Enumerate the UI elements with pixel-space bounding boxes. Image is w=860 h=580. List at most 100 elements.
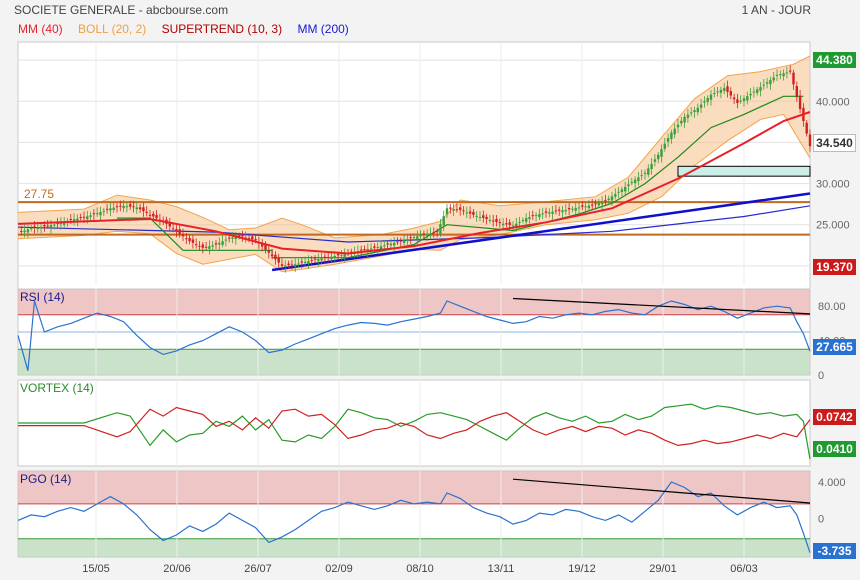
candle-body	[637, 177, 640, 182]
candle-body	[650, 163, 653, 170]
candle-body	[772, 77, 775, 81]
candle-body	[505, 223, 508, 225]
candle-body	[125, 206, 129, 208]
candle-body	[736, 99, 739, 103]
x-tick-label: 08/10	[406, 563, 434, 575]
candle-body	[792, 72, 795, 85]
candle-body	[690, 112, 693, 114]
candle-body	[198, 245, 201, 247]
candle-body	[465, 212, 468, 214]
candle-body	[749, 93, 752, 96]
candle-body	[406, 239, 409, 242]
candle-body	[709, 94, 713, 100]
candle-body	[742, 98, 746, 101]
candle-body	[419, 235, 422, 237]
candle-body	[132, 206, 135, 208]
candle-body	[752, 91, 756, 93]
candle-body	[86, 216, 89, 220]
candle-body	[82, 216, 86, 218]
legend-ma40: MM (40)	[18, 22, 63, 36]
pgo-panel-title: PGO (14)	[20, 472, 72, 486]
candle-body	[610, 196, 614, 201]
candle-body	[597, 202, 600, 206]
candle-body	[666, 138, 670, 142]
candle-body	[109, 208, 112, 211]
candle-body	[145, 211, 148, 214]
x-tick-label: 20/06	[163, 563, 191, 575]
candle-body	[290, 264, 294, 266]
candle-body	[96, 213, 99, 215]
chart-title: SOCIETE GENERALE - abcbourse.com	[14, 3, 229, 17]
candle-body	[119, 205, 122, 207]
candle-body	[762, 84, 765, 86]
candle-body	[683, 116, 686, 123]
candle-body	[327, 257, 330, 259]
candle-body	[765, 82, 769, 84]
candle-body	[488, 220, 492, 222]
candle-body	[49, 225, 53, 228]
candle-body	[389, 243, 393, 246]
candle-body	[538, 214, 541, 218]
candle-body	[33, 226, 36, 228]
candle-body	[541, 213, 544, 215]
candle-body	[138, 207, 142, 210]
candle-body	[673, 128, 676, 135]
candle-body	[36, 227, 39, 230]
candle-body	[105, 208, 109, 210]
candle-body	[746, 96, 749, 101]
candle-body	[386, 243, 389, 245]
x-tick-label: 26/07	[244, 563, 272, 575]
legend-supertrend: SUPERTREND (10, 3)	[161, 22, 283, 36]
candle-body	[548, 212, 551, 214]
candle-body	[703, 101, 706, 103]
candle-body	[261, 243, 264, 247]
candle-body	[20, 230, 23, 232]
candle-body	[478, 216, 482, 218]
ma40-line	[17, 111, 811, 255]
candle-body	[706, 97, 709, 102]
candle-body	[191, 239, 195, 243]
candle-body	[528, 217, 531, 219]
candle-body	[274, 254, 277, 260]
candle-body	[617, 191, 620, 193]
candle-body	[92, 213, 96, 215]
candle-body	[633, 179, 637, 184]
candle-body	[492, 220, 495, 222]
candle-body	[587, 205, 591, 209]
candle-body	[313, 258, 317, 260]
candle-body	[79, 216, 82, 218]
candle-body	[171, 228, 175, 230]
candle-body	[99, 211, 102, 216]
x-tick-label: 29/01	[649, 563, 677, 575]
price-trendline	[271, 192, 811, 272]
price-y-tick: 40.000	[816, 96, 850, 108]
candle-body	[670, 132, 673, 139]
candle-body	[135, 207, 138, 210]
candle-body	[231, 237, 234, 239]
candle-body	[699, 104, 703, 108]
candle-body	[254, 239, 257, 241]
rsi-oversold-zone	[18, 349, 810, 375]
candle-body	[739, 100, 742, 102]
candle-body	[330, 256, 333, 260]
candle-body	[72, 219, 76, 222]
candle-body	[399, 240, 402, 242]
candle-body	[379, 246, 383, 250]
candle-body	[317, 259, 320, 262]
candle-body	[620, 189, 624, 192]
candle-body	[498, 222, 501, 224]
candle-body	[297, 263, 300, 265]
candle-body	[551, 211, 554, 214]
candle-body	[756, 89, 759, 93]
price-box-zone	[677, 165, 811, 177]
candle-body	[660, 149, 663, 157]
candle-body	[455, 209, 459, 211]
candle-body	[475, 215, 478, 217]
supertrend-line	[117, 95, 804, 259]
candle-body	[795, 86, 798, 98]
candle-body	[59, 222, 63, 225]
panel-bg-2	[17, 379, 811, 467]
candle-body	[614, 194, 617, 197]
candle-body	[600, 201, 604, 205]
candle-body	[686, 114, 690, 118]
